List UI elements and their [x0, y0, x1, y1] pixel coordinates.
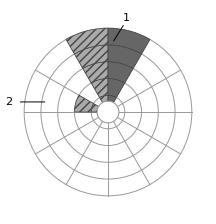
- Wedge shape: [83, 62, 108, 83]
- Wedge shape: [108, 28, 150, 54]
- Wedge shape: [108, 78, 125, 97]
- Wedge shape: [66, 28, 108, 54]
- Wedge shape: [100, 95, 108, 112]
- Circle shape: [97, 101, 119, 123]
- Wedge shape: [91, 78, 108, 97]
- Wedge shape: [91, 104, 108, 112]
- Wedge shape: [75, 45, 108, 69]
- Text: 2: 2: [6, 97, 13, 107]
- Wedge shape: [75, 95, 94, 112]
- Wedge shape: [108, 45, 141, 69]
- Text: 1: 1: [123, 13, 130, 23]
- Wedge shape: [108, 95, 116, 112]
- Wedge shape: [108, 62, 133, 83]
